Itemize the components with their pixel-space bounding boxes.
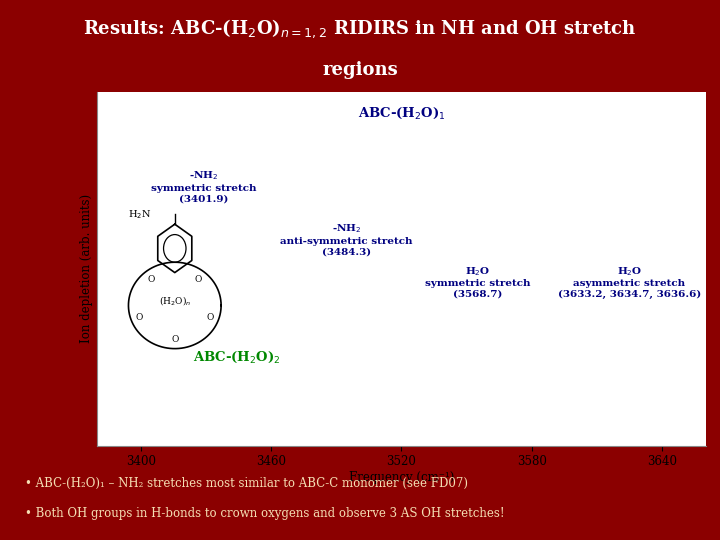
Y-axis label: Ion depletion (arb. units): Ion depletion (arb. units): [80, 194, 93, 343]
Text: O: O: [207, 313, 214, 322]
Text: O: O: [171, 335, 179, 343]
Text: -NH$_2$
anti-symmetric stretch
(3484.3): -NH$_2$ anti-symmetric stretch (3484.3): [280, 222, 413, 256]
Text: -NH$_2$
symmetric stretch
(3401.9): -NH$_2$ symmetric stretch (3401.9): [151, 170, 256, 203]
Text: ABC-(H$_2$O)$_1$: ABC-(H$_2$O)$_1$: [358, 106, 445, 121]
Text: ABC-(H$_2$O)$_2$: ABC-(H$_2$O)$_2$: [193, 350, 281, 365]
Text: (H$_2$O)$_n$: (H$_2$O)$_n$: [158, 294, 191, 307]
Text: H$_2$O
symmetric stretch
(3568.7): H$_2$O symmetric stretch (3568.7): [425, 265, 530, 299]
Text: O: O: [194, 275, 202, 284]
Text: Results: ABC-(H$_2$O)$_{n=1, 2}$ RIDIRS in NH and OH stretch: Results: ABC-(H$_2$O)$_{n=1, 2}$ RIDIRS …: [84, 18, 636, 40]
Text: O: O: [148, 275, 156, 284]
Text: regions: regions: [322, 60, 398, 79]
Text: H$_2$O
asymmetric stretch
(3633.2, 3634.7, 3636.6): H$_2$O asymmetric stretch (3633.2, 3634.…: [558, 265, 701, 299]
Text: • Both OH groups in H-bonds to crown oxygens and observe 3 AS OH stretches!: • Both OH groups in H-bonds to crown oxy…: [25, 507, 505, 519]
Text: • ABC-(H₂O)₁ – NH₂ stretches most similar to ABC-C monomer (see FD07): • ABC-(H₂O)₁ – NH₂ stretches most simila…: [25, 477, 468, 490]
Text: O: O: [135, 313, 143, 322]
X-axis label: Frequency (cm⁻¹): Frequency (cm⁻¹): [348, 471, 454, 484]
Text: H$_2$N: H$_2$N: [128, 208, 152, 221]
